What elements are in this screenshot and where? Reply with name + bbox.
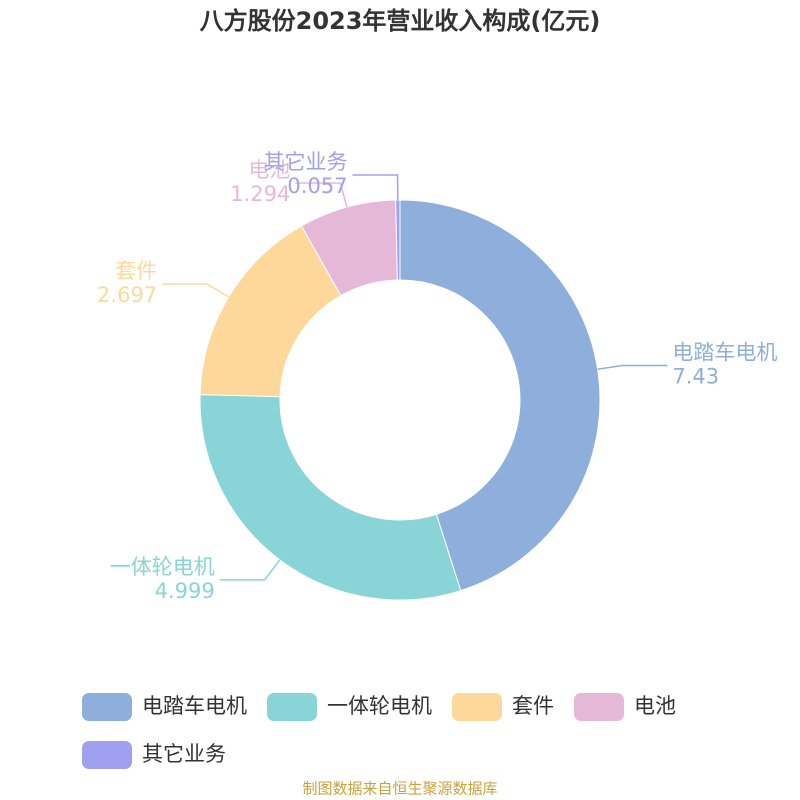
- leader-line: [219, 559, 281, 581]
- leader-line: [295, 182, 348, 208]
- legend-swatch: [82, 693, 132, 721]
- slice-label: 电踏车电机: [672, 340, 777, 364]
- legend-swatch: [452, 693, 502, 721]
- value-label: 2.697: [97, 283, 157, 307]
- slice-label: 电池: [248, 158, 290, 182]
- chart-title: 八方股份2023年营业收入构成(亿元): [200, 7, 601, 35]
- slice-label: 一体轮电机: [110, 555, 215, 579]
- value-label: 7.43: [672, 364, 719, 388]
- leader-line: [352, 174, 399, 201]
- donut-slice: [399, 199, 601, 592]
- donut-slice: [199, 394, 462, 601]
- legend-label: 电踏车电机: [142, 694, 247, 718]
- leader-line: [597, 364, 668, 371]
- value-label: 4.999: [155, 579, 215, 603]
- slice-label: 其它业务: [264, 150, 348, 174]
- leader-line: [162, 283, 229, 298]
- legend-label: 其它业务: [142, 742, 226, 766]
- legend-swatch: [267, 693, 317, 721]
- legend-label: 一体轮电机: [327, 694, 432, 718]
- value-label: 0.057: [287, 174, 347, 198]
- value-label: 1.294: [230, 182, 290, 206]
- donut-slice: [395, 199, 401, 281]
- legend-label: 电池: [634, 694, 676, 718]
- legend-swatch: [574, 693, 624, 721]
- legend-label: 套件: [512, 694, 554, 718]
- slice-label: 套件: [115, 259, 157, 283]
- legend-swatch: [82, 741, 132, 769]
- source-note: 制图数据来自恒生聚源数据库: [302, 780, 497, 798]
